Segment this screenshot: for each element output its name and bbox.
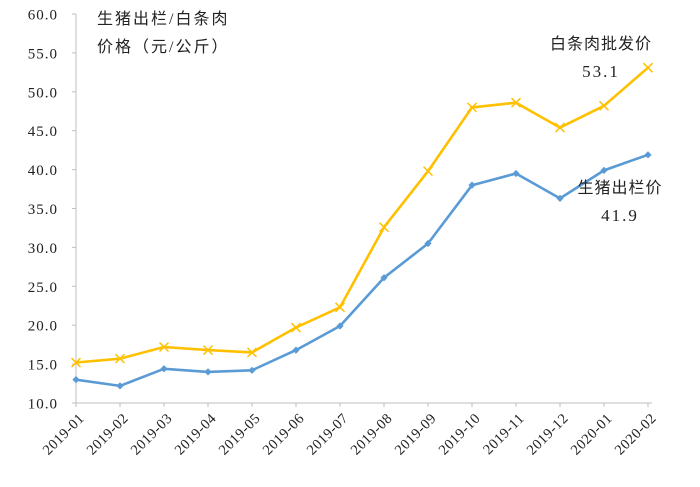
- x-axis-label: 2019-01: [40, 411, 88, 459]
- y-axis-label: 35.0: [28, 202, 58, 218]
- series-line-wholesale: [74, 66, 650, 364]
- x-axis-label: 2019-02: [84, 411, 132, 459]
- x-axis-label: 2019-05: [216, 411, 264, 459]
- marker-diamond: [424, 239, 432, 248]
- x-axis-label: 2019-03: [128, 411, 176, 459]
- series-annotation-pig-value: 41.9: [601, 206, 639, 225]
- x-axis-label: 2019-12: [524, 411, 572, 459]
- marker-diamond: [556, 194, 564, 202]
- marker-diamond: [292, 346, 300, 354]
- series-annotation-wholesale-value: 53.1: [582, 62, 620, 81]
- y-axis-label: 45.0: [28, 124, 58, 140]
- marker-diamond: [204, 368, 212, 376]
- y-axis-label: 55.0: [28, 46, 58, 62]
- marker-x: [290, 322, 302, 333]
- marker-diamond: [248, 366, 256, 374]
- marker-diamond: [72, 376, 80, 384]
- marker-diamond: [644, 151, 652, 159]
- x-axis-label: 2019-11: [480, 411, 528, 459]
- y-axis-label: 40.0: [28, 163, 58, 179]
- marker-diamond: [116, 382, 124, 390]
- marker-x: [510, 97, 522, 108]
- x-axis-label: 2019-06: [260, 411, 308, 459]
- x-axis-label: 2019-04: [172, 410, 220, 458]
- marker-diamond: [600, 166, 608, 174]
- marker-diamond: [380, 274, 388, 282]
- marker-diamond: [336, 322, 344, 330]
- marker-x: [158, 341, 170, 353]
- marker-x: [246, 347, 258, 358]
- marker-x: [202, 345, 214, 356]
- marker-x: [642, 62, 654, 73]
- y-axis-label: 50.0: [28, 85, 58, 101]
- x-axis-label: 2019-10: [436, 411, 484, 459]
- marker-x: [70, 357, 82, 368]
- marker-diamond: [160, 365, 168, 373]
- marker-x: [378, 222, 390, 233]
- marker-x: [598, 100, 610, 111]
- x-axis-label: 2019-09: [392, 411, 440, 459]
- y-axis-label: 10.0: [28, 397, 58, 413]
- series-annotation-wholesale-name: 白条肉批发价: [549, 36, 652, 53]
- marker-x: [466, 102, 478, 113]
- marker-diamond: [468, 181, 476, 189]
- series-annotation-pig: 生猪出栏价 41.9: [552, 175, 688, 229]
- y-axis-label: 30.0: [28, 241, 58, 257]
- marker-x: [334, 302, 346, 313]
- y-axis-label: 20.0: [28, 319, 58, 335]
- y-axis-label: 60.0: [28, 8, 58, 24]
- chart-title-line1: 生猪出栏/白条肉: [97, 11, 230, 28]
- marker-x: [114, 353, 126, 364]
- series-annotation-wholesale: 白条肉批发价 53.1: [533, 31, 669, 85]
- y-axis-label: 25.0: [28, 280, 58, 296]
- x-axis-label: 2019-08: [348, 411, 396, 459]
- marker-x: [554, 122, 566, 133]
- marker-x: [422, 166, 434, 177]
- x-axis-label: 2020-01: [568, 411, 616, 459]
- chart-title: 生猪出栏/白条肉 价格（元/公斤）: [97, 6, 229, 62]
- series-annotation-pig-name: 生猪出栏价: [577, 180, 663, 197]
- marker-diamond: [512, 169, 520, 178]
- series-line-pig: [74, 153, 650, 388]
- x-axis-label: 2020-02: [612, 411, 660, 459]
- x-axis-label: 2019-07: [304, 411, 352, 459]
- y-axis-label: 15.0: [28, 358, 58, 374]
- chart-title-line2: 价格（元/公斤）: [97, 39, 230, 56]
